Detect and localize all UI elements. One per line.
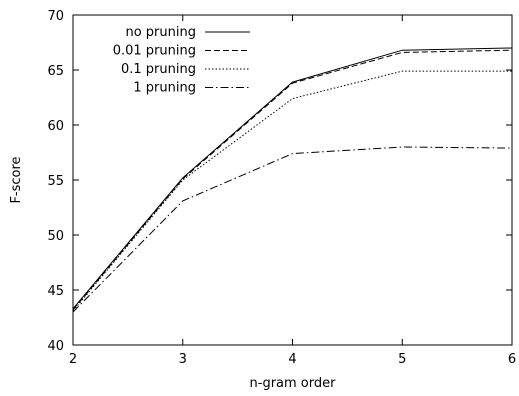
x-tick-label: 4 bbox=[288, 352, 296, 367]
y-tick-label: 60 bbox=[47, 119, 64, 134]
legend: no pruning 0.01 pruning 0.1 pruning 1 pruni… bbox=[113, 25, 250, 96]
legend-label: 0.1 pruning bbox=[121, 62, 196, 77]
x-tick-label: 3 bbox=[179, 352, 187, 367]
series-line bbox=[72, 70, 512, 312]
y-tick-label: 65 bbox=[47, 64, 64, 79]
legend-label: no pruning bbox=[125, 25, 196, 40]
x-axis-label: n-gram order bbox=[250, 376, 337, 391]
y-tick-label: 50 bbox=[47, 229, 64, 244]
series-lines bbox=[72, 47, 513, 313]
y-tick-label: 40 bbox=[47, 339, 64, 354]
y-axis-label: F-score bbox=[9, 156, 24, 203]
series-line bbox=[72, 146, 513, 313]
x-tick-label: 6 bbox=[508, 352, 516, 367]
x-tick-label: 5 bbox=[398, 352, 406, 367]
y-tick-label: 55 bbox=[47, 174, 64, 189]
y-tick-label: 70 bbox=[47, 9, 64, 24]
y-tick-label: 45 bbox=[47, 284, 64, 299]
series-line bbox=[72, 49, 513, 311]
legend-label: 1 pruning bbox=[133, 81, 196, 96]
series-line bbox=[72, 47, 513, 310]
legend-label: 0.01 pruning bbox=[113, 44, 196, 59]
x-tick-label: 2 bbox=[69, 352, 77, 367]
